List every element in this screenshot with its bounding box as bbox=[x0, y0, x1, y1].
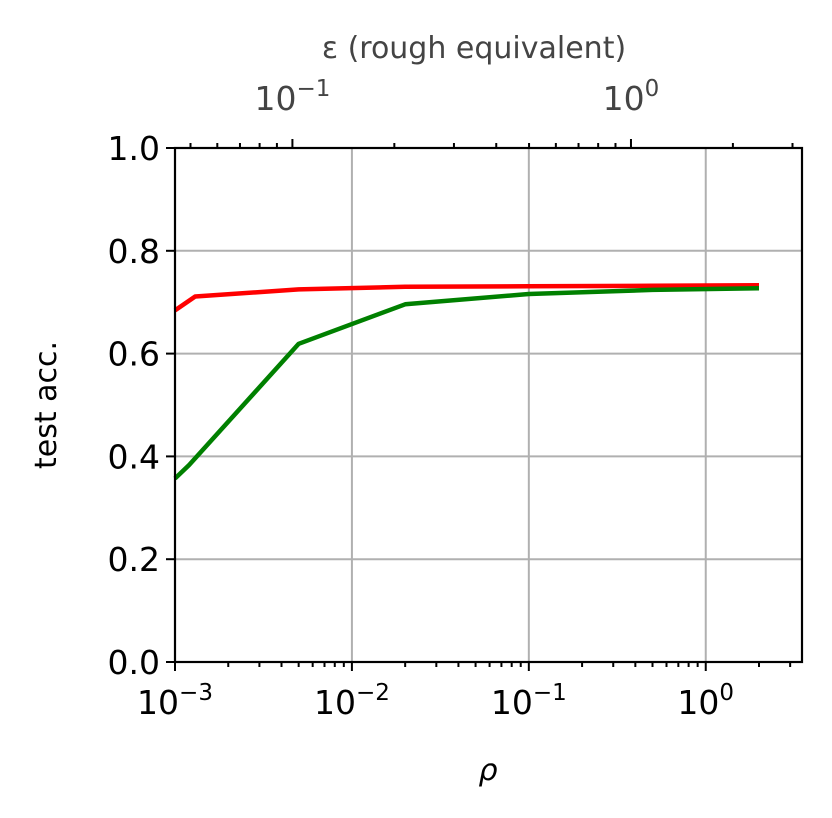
x-axis-label: ρ bbox=[478, 753, 497, 788]
y-tick-label: 0.0 bbox=[108, 643, 160, 682]
y-tick-label: 0.8 bbox=[108, 232, 160, 271]
series-line-1 bbox=[173, 282, 760, 313]
grid-layer bbox=[174, 147, 802, 663]
series-line-2 bbox=[173, 286, 760, 481]
y-tick-label: 0.6 bbox=[108, 335, 160, 374]
y-tick-label: 1.0 bbox=[108, 129, 160, 168]
plot-frame bbox=[173, 146, 804, 664]
x-tick-label: 100 bbox=[677, 680, 734, 722]
tick-layer bbox=[166, 139, 794, 671]
x-tick-label: 10−1 bbox=[491, 680, 567, 722]
top-x-tick-label: 100 bbox=[603, 76, 660, 118]
x-tick-label: 10−2 bbox=[314, 680, 390, 722]
top-x-tick-label: 10−1 bbox=[254, 76, 330, 118]
y-axis-label: test acc. bbox=[29, 341, 64, 469]
top-x-axis-label: ε (rough equivalent) bbox=[322, 31, 626, 66]
label-layer: 0.0 0.2 0.4 0.6 0.8 1.0 10−3 10−2 10−1 100 10−1 100 bbox=[108, 76, 735, 722]
series-layer bbox=[173, 282, 760, 481]
x-tick-label: 10−3 bbox=[137, 680, 213, 722]
y-tick-label: 0.4 bbox=[108, 437, 160, 476]
y-tick-label: 0.2 bbox=[108, 540, 160, 579]
